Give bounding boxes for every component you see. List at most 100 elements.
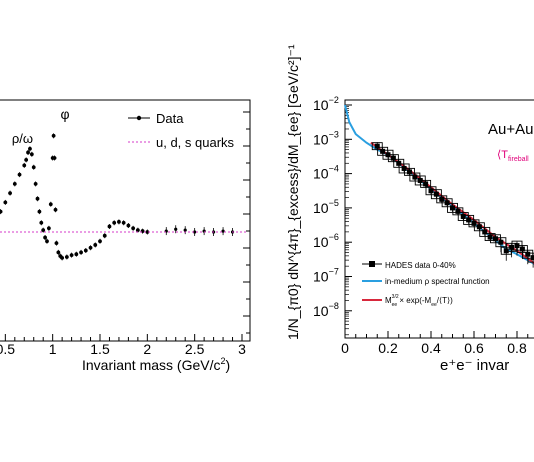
left-chart: 0.5 1 1.5 2 2.5 3 ρ/ω φ Data u, d, s quarks I… <box>0 99 251 373</box>
right-y-tick-label: 10−2 <box>313 95 339 113</box>
right-y-tick-label: 10−4 <box>313 164 339 182</box>
left-data-point <box>174 227 178 231</box>
left-data-point <box>145 230 150 234</box>
right-y-tick-label: 10−5 <box>313 198 339 216</box>
left-data-point <box>3 200 8 205</box>
left-data-point <box>88 245 93 250</box>
legend-quarks-label: u, d, s quarks <box>156 135 235 150</box>
left-data-point <box>53 207 58 212</box>
left-data-point <box>126 223 131 228</box>
left-data-series <box>0 133 235 261</box>
right-x-tick-label: 0.2 <box>378 340 398 356</box>
left-data-point <box>79 250 83 255</box>
left-x-tick-label: 1.5 <box>90 341 110 357</box>
right-x-tick-label: 0.4 <box>421 340 441 356</box>
left-data-point <box>121 220 126 225</box>
left-data-point <box>8 191 12 196</box>
right-y-tick-label: 10−6 <box>313 232 339 250</box>
rho-omega-annotation: ρ/ω <box>12 131 33 146</box>
hades-data-point <box>390 155 396 161</box>
hades-data-point <box>530 255 534 261</box>
left-x-tick-label: 0.5 <box>0 341 15 357</box>
left-data-point <box>39 220 44 225</box>
right-legend: HADES data 0-40% in-medium ρ spectral fu… <box>362 261 490 308</box>
right-axis-ticks: 0 0.2 0.4 0.6 0.8 10−2 10−3 10−4 10−5 10−6 10−7 10−… <box>313 95 529 356</box>
left-legend: Data u, d, s quarks <box>128 111 235 150</box>
right-x-tick-label: 0.6 <box>464 340 484 356</box>
left-data-point <box>183 228 187 232</box>
left-data-point <box>107 224 112 229</box>
left-x-tick-label: 2 <box>143 341 151 357</box>
right-x-tick-label: 0 <box>341 340 349 356</box>
left-data-point <box>102 233 107 238</box>
hades-data-point <box>476 224 482 230</box>
hades-data-point <box>396 160 402 166</box>
left-data-point <box>51 133 56 138</box>
left-data-point <box>37 209 42 214</box>
left-data-point <box>24 157 29 162</box>
legend-data-marker <box>136 115 142 121</box>
hades-data-point <box>444 200 450 206</box>
legend-hades-label: HADES data 0-40% <box>385 261 456 270</box>
left-data-point <box>60 256 65 260</box>
collision-system-label: Au+Au <box>488 121 533 138</box>
left-x-tick-label: 3 <box>238 341 246 357</box>
right-x-axis-label: e⁺e⁻ invar <box>440 357 509 374</box>
legend-data-label: Data <box>156 111 184 126</box>
right-x-tick-label: 0.8 <box>507 340 527 356</box>
left-data-point <box>193 230 197 234</box>
right-plot-frame <box>344 99 534 339</box>
hades-data-point <box>455 208 461 214</box>
left-data-point <box>41 228 46 233</box>
legend-hades-marker <box>369 261 375 267</box>
right-chart: 0 0.2 0.4 0.6 0.8 10−2 10−3 10−4 10−5 10−6 10−7 10−… <box>285 44 534 374</box>
phi-annotation: φ <box>61 106 70 122</box>
hades-data-point <box>407 169 412 175</box>
temperature-label: ⟨Tfireball <box>497 149 529 163</box>
left-data-point <box>52 156 57 160</box>
left-data-point <box>74 252 79 257</box>
left-data-point <box>46 226 51 231</box>
left-data-point <box>29 152 34 157</box>
hades-data-point <box>482 229 488 235</box>
left-data-point <box>45 239 49 244</box>
left-data-point <box>93 243 98 247</box>
left-data-point <box>98 239 102 244</box>
left-data-point <box>0 209 3 214</box>
left-x-tick-label: 1 <box>49 341 57 357</box>
left-data-point <box>135 228 140 233</box>
left-data-point <box>221 229 225 233</box>
left-data-point <box>56 250 61 255</box>
left-data-point <box>117 219 121 224</box>
hades-data-point <box>423 181 429 187</box>
left-data-point <box>48 202 53 207</box>
left-data-point <box>54 241 59 246</box>
legend-red-label: M3/2 ee × exp(-Mee/⟨T⟩) <box>385 294 453 308</box>
right-data-series <box>371 142 534 268</box>
legend-blue-label: in-medium ρ spectral function <box>385 277 490 286</box>
left-data-point <box>131 226 136 231</box>
left-data-point <box>35 196 40 201</box>
right-y-tick-label: 10−3 <box>313 129 339 147</box>
left-data-point <box>64 255 69 259</box>
left-data-point <box>28 146 32 151</box>
left-data-point <box>43 235 47 240</box>
right-y-tick-label: 10−8 <box>313 301 339 319</box>
left-plot-frame <box>0 99 251 342</box>
left-data-point <box>33 182 38 186</box>
left-x-tick-label: 2.5 <box>185 341 205 357</box>
left-data-point <box>12 182 17 186</box>
left-data-point <box>17 172 22 177</box>
right-y-axis-label: 1/N_{π0} dN^{4π}_{excess}/dM_{ee} [GeV/c… <box>285 44 301 340</box>
left-data-point <box>83 248 88 253</box>
left-data-point <box>112 220 117 225</box>
hades-data-point <box>498 239 504 245</box>
hades-data-point <box>519 246 525 252</box>
hades-data-point <box>433 191 439 197</box>
left-x-axis-label: Invariant mass (GeV/c2) <box>82 356 230 373</box>
left-data-point <box>31 165 36 170</box>
hades-data-point <box>374 143 380 149</box>
right-y-tick-label: 10−7 <box>313 267 339 285</box>
left-data-point <box>26 150 30 155</box>
